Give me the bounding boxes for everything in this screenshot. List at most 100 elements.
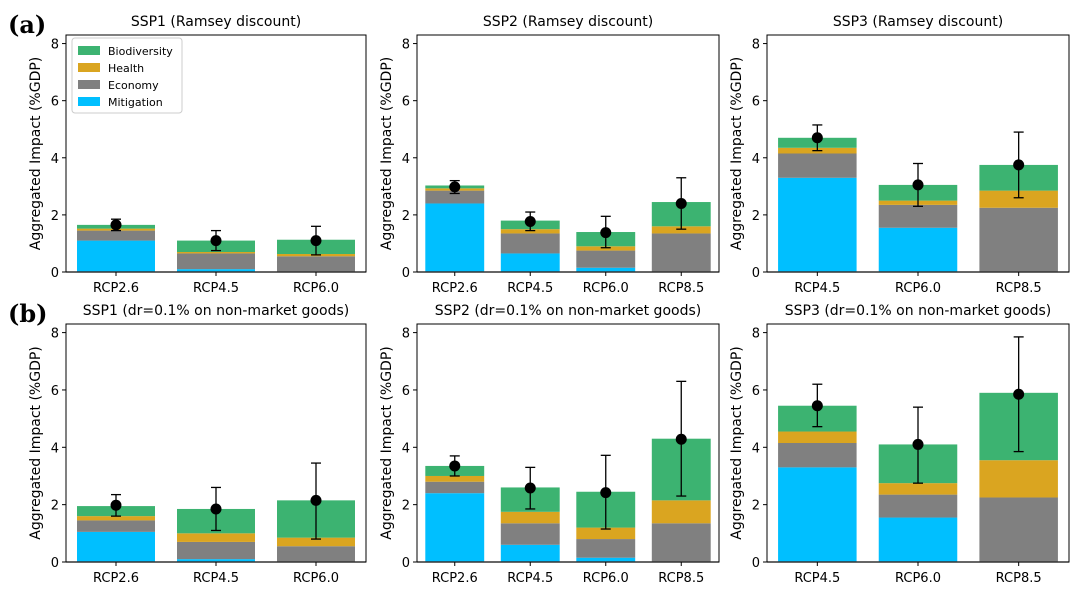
mean-marker bbox=[449, 181, 461, 193]
bar-economy-rcp45 bbox=[500, 233, 560, 254]
bar-mitigation-rcp45 bbox=[500, 253, 560, 272]
bar-health-rcp45 bbox=[500, 511, 560, 524]
mean-marker bbox=[449, 460, 461, 472]
bar-mitigation-rcp60 bbox=[878, 517, 958, 562]
x-tick-label: RCP2.6 bbox=[93, 571, 139, 586]
x-tick-label: RCP8.5 bbox=[658, 571, 704, 586]
y-tick-label: 0 bbox=[752, 266, 760, 281]
bar-mitigation-rcp45 bbox=[500, 544, 560, 562]
legend-label-mitigation: Mitigation bbox=[108, 96, 163, 109]
y-tick-label: 4 bbox=[752, 441, 760, 456]
bar-health-rcp45 bbox=[500, 229, 560, 234]
bar-health-rcp26 bbox=[77, 516, 155, 521]
mean-marker bbox=[1013, 159, 1025, 171]
chart-title: SSP1 (Ramsey discount) bbox=[131, 14, 301, 30]
x-tick-label: RCP6.0 bbox=[895, 281, 941, 296]
mean-marker bbox=[210, 503, 222, 515]
y-axis-label: Aggregated Impact (%GDP) bbox=[28, 57, 44, 250]
y-tick-label: 8 bbox=[402, 38, 410, 53]
x-tick-label: RCP2.6 bbox=[432, 281, 478, 296]
y-tick-label: 0 bbox=[402, 556, 410, 571]
y-tick-label: 0 bbox=[752, 556, 760, 571]
bar-economy-rcp60 bbox=[277, 256, 355, 272]
bar-health-rcp85 bbox=[651, 226, 711, 234]
legend-box bbox=[71, 37, 183, 114]
y-tick-label: 4 bbox=[402, 152, 410, 167]
y-tick-label: 8 bbox=[51, 327, 59, 342]
y-tick-label: 8 bbox=[752, 38, 760, 53]
y-tick-label: 6 bbox=[51, 95, 59, 110]
x-tick-label: RCP8.5 bbox=[996, 571, 1042, 586]
x-tick-label: RCP6.0 bbox=[293, 571, 339, 586]
y-axis-label: Aggregated Impact (%GDP) bbox=[28, 346, 44, 539]
bar-mitigation-rcp45 bbox=[177, 559, 255, 562]
bar-health-rcp45 bbox=[177, 252, 255, 254]
legend-label-health: Health bbox=[108, 62, 144, 75]
bar-economy-rcp45 bbox=[500, 523, 560, 545]
y-tick-label: 4 bbox=[51, 441, 59, 456]
y-tick-label: 2 bbox=[402, 209, 410, 224]
bar-health-rcp85 bbox=[651, 500, 711, 524]
y-tick-label: 2 bbox=[752, 209, 760, 224]
x-tick-label: RCP4.5 bbox=[794, 571, 840, 586]
legend-label-economy: Economy bbox=[108, 79, 159, 92]
mean-marker bbox=[524, 215, 536, 227]
legend-swatch-mitigation bbox=[78, 97, 100, 106]
bar-mitigation-rcp45 bbox=[778, 467, 857, 562]
y-tick-label: 6 bbox=[402, 95, 410, 110]
bar-economy-rcp26 bbox=[425, 481, 485, 494]
mean-marker bbox=[912, 179, 924, 191]
y-tick-label: 6 bbox=[752, 95, 760, 110]
legend-swatch-health bbox=[78, 63, 100, 72]
bar-economy-rcp60 bbox=[277, 546, 355, 562]
bar-health-rcp45 bbox=[177, 533, 255, 542]
bar-economy-rcp60 bbox=[878, 494, 958, 518]
mean-marker bbox=[675, 433, 687, 445]
bar-economy-rcp85 bbox=[651, 233, 711, 272]
y-tick-label: 8 bbox=[51, 38, 59, 53]
chart-panel-4: 0 2 4 6 8 RCP2.6 RCP4.5 RCP6.0 SSP1 (dr=0.1% on … bbox=[28, 303, 367, 586]
bar-mitigation-rcp60 bbox=[576, 267, 636, 272]
bar-mitigation-rcp60 bbox=[878, 227, 958, 272]
y-tick-label: 8 bbox=[752, 327, 760, 342]
axes-frame bbox=[416, 34, 720, 273]
y-tick-label: 8 bbox=[402, 327, 410, 342]
legend: Biodiversity Health Economy Mitigation bbox=[71, 37, 183, 114]
bar-economy-rcp60 bbox=[878, 204, 958, 228]
bar-health-rcp60 bbox=[576, 527, 636, 540]
mean-marker bbox=[600, 227, 612, 239]
chart-panel-5: 0 2 4 6 8 RCP2.6 RCP4.5 RCP6.0 RCP8.5 SSP2 (dr=0.… bbox=[379, 303, 720, 586]
mean-marker bbox=[310, 235, 322, 247]
y-tick-label: 4 bbox=[752, 152, 760, 167]
axes-frame bbox=[416, 323, 720, 563]
y-tick-label: 0 bbox=[402, 266, 410, 281]
mean-marker bbox=[524, 482, 536, 494]
x-tick-label: RCP2.6 bbox=[432, 571, 478, 586]
chart-panel-2: 0 2 4 6 8 RCP2.6 RCP4.5 RCP6.0 RCP8.5 SSP2 (Ramse… bbox=[379, 14, 720, 296]
bar-economy-rcp45 bbox=[778, 153, 857, 178]
panel-label-b: (b) bbox=[8, 299, 48, 328]
bar-health-rcp60 bbox=[878, 483, 958, 495]
legend-swatch-economy bbox=[78, 80, 100, 89]
mean-marker bbox=[110, 219, 122, 231]
bar-mitigation-rcp26 bbox=[77, 240, 155, 272]
x-tick-label: RCP6.0 bbox=[583, 281, 629, 296]
x-tick-label: RCP4.5 bbox=[794, 281, 840, 296]
panel-label-a: (a) bbox=[8, 10, 47, 39]
y-tick-label: 6 bbox=[752, 384, 760, 399]
y-axis-label: Aggregated Impact (%GDP) bbox=[729, 57, 745, 250]
mean-marker bbox=[110, 499, 122, 511]
x-tick-label: RCP6.0 bbox=[583, 571, 629, 586]
y-axis-label: Aggregated Impact (%GDP) bbox=[379, 57, 395, 250]
x-tick-label: RCP4.5 bbox=[193, 281, 239, 296]
mean-marker bbox=[310, 494, 322, 506]
bar-health-rcp85 bbox=[979, 460, 1058, 498]
x-tick-label: RCP2.6 bbox=[93, 281, 139, 296]
chart-title: SSP1 (dr=0.1% on non-market goods) bbox=[83, 303, 349, 319]
bar-mitigation-rcp45 bbox=[177, 269, 255, 272]
bar-economy-rcp45 bbox=[177, 253, 255, 270]
bar-mitigation-rcp60 bbox=[576, 557, 636, 562]
bar-health-rcp26 bbox=[425, 475, 485, 482]
y-tick-label: 4 bbox=[402, 441, 410, 456]
chart-title: SSP3 (Ramsey discount) bbox=[833, 14, 1003, 30]
